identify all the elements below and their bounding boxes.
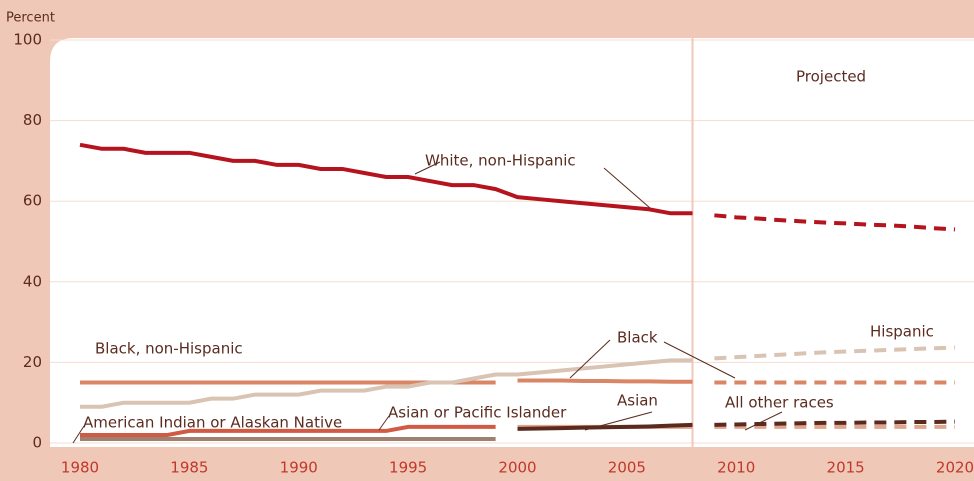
- y-axis-label: Percent: [6, 11, 55, 26]
- y-tick-label: 100: [13, 31, 42, 49]
- series-label: Asian or Pacific Islander: [388, 404, 567, 422]
- series-line: [80, 358, 693, 409]
- series-label: White, non-Hispanic: [425, 152, 576, 170]
- leader-line: [663, 341, 736, 379]
- y-tick-label: 60: [23, 192, 42, 210]
- x-tick-label: 2005: [608, 459, 646, 477]
- y-tick-label: 0: [32, 434, 42, 452]
- projected-label: Projected: [796, 68, 866, 86]
- series-label: All other races: [725, 394, 834, 412]
- projected-line: [714, 213, 956, 232]
- x-tick-label: 2020: [936, 459, 974, 477]
- leader-line: [72, 425, 85, 444]
- plot-area: [50, 38, 974, 447]
- x-tick-label: 2015: [827, 459, 865, 477]
- leader-line: [603, 167, 651, 209]
- leader-line: [378, 415, 390, 431]
- x-tick-label: 1995: [389, 459, 427, 477]
- series-label: American Indian or Alaskan Native: [83, 414, 342, 432]
- series-line: [79, 142, 693, 216]
- x-tick-label: 1985: [170, 459, 208, 477]
- series-label: Black, non-Hispanic: [95, 340, 243, 358]
- leader-line: [569, 339, 611, 379]
- series-line: [80, 424, 496, 437]
- series-label: Black: [617, 329, 658, 347]
- leader-line: [584, 411, 653, 431]
- leader-line: [414, 161, 441, 175]
- series-label: Hispanic: [870, 323, 934, 341]
- leader-line: [744, 411, 783, 431]
- x-tick-label: 1980: [61, 459, 99, 477]
- x-tick-label: 2010: [717, 459, 755, 477]
- projected-line: [714, 345, 956, 361]
- series-label: Asian: [617, 392, 658, 410]
- y-tick-label: 20: [23, 353, 42, 371]
- y-tick-label: 80: [23, 111, 42, 129]
- y-tick-label: 40: [23, 272, 42, 290]
- x-tick-label: 1990: [280, 459, 318, 477]
- projected-line: [714, 419, 956, 427]
- series-line: [517, 378, 693, 384]
- series-line: [517, 422, 693, 431]
- x-tick-label: 2000: [498, 459, 536, 477]
